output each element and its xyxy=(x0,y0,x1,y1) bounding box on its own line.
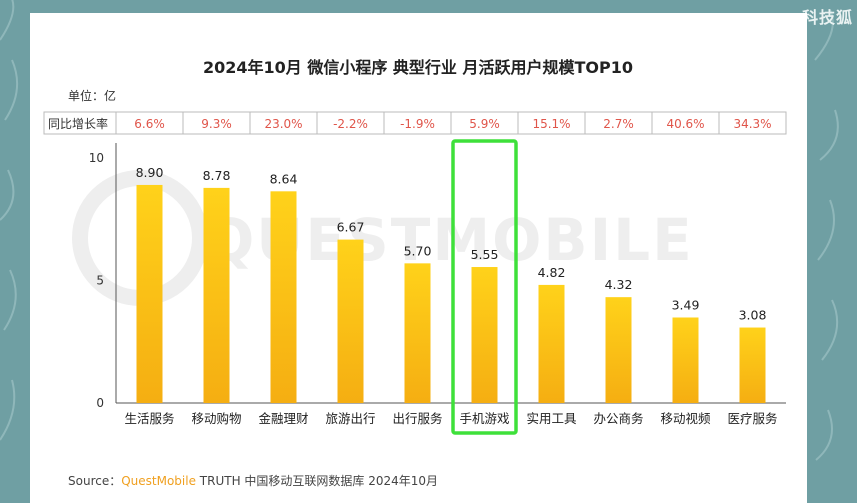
bar xyxy=(203,187,230,403)
data-labels: 8.90 8.78 8.64 6.67 5.70 5.55 4.82 4.32 3.49 3.08 xyxy=(136,165,767,323)
data-label: 6.67 xyxy=(337,220,365,235)
x-tick-label: 移动购物 xyxy=(191,411,241,426)
data-label: 8.90 xyxy=(136,165,164,180)
x-tick-label: 旅游出行 xyxy=(325,411,375,426)
growth-value: 23.0% xyxy=(264,117,302,131)
y-tick-label: 10 xyxy=(89,151,104,165)
bar xyxy=(471,267,498,403)
bar xyxy=(404,263,431,403)
data-label: 3.49 xyxy=(672,297,700,312)
source-rest: TRUTH 中国移动互联网数据库 2024年10月 xyxy=(196,473,438,488)
chart-title: 2024年10月 微信小程序 典型行业 月活跃用户规模TOP10 xyxy=(203,58,633,77)
growth-value: 5.9% xyxy=(469,117,500,131)
bar xyxy=(270,191,297,403)
data-label: 8.78 xyxy=(203,168,231,183)
bar xyxy=(672,317,699,403)
bar xyxy=(538,284,565,403)
growth-value: 2.7% xyxy=(603,117,634,131)
y-tick-label: 0 xyxy=(96,396,104,410)
x-tick-label: 金融理财 xyxy=(258,411,308,426)
source-prefix: Source： xyxy=(68,474,121,488)
watermark: QUESTMOBILE xyxy=(72,170,692,306)
source-line: Source：QuestMobile TRUTH 中国移动互联网数据库 2024… xyxy=(68,473,438,488)
unit-label: 单位：亿 xyxy=(68,88,116,103)
x-tick-labels: 生活服务 移动购物 金融理财 旅游出行 出行服务 手机游戏 实用工具 办公商务 移动视频 医疗服务 xyxy=(124,411,777,426)
y-ticks: 0 5 10 xyxy=(89,151,104,410)
data-label: 4.32 xyxy=(605,277,633,292)
source-brand: QuestMobile xyxy=(121,474,196,488)
bar xyxy=(337,239,364,403)
data-label: 4.82 xyxy=(538,265,566,280)
data-label: 3.08 xyxy=(739,308,767,323)
highlight-box xyxy=(451,139,518,435)
x-tick-label: 实用工具 xyxy=(526,411,577,426)
x-tick-label: 生活服务 xyxy=(124,411,174,426)
bar xyxy=(136,184,163,403)
x-tick-label: 移动视频 xyxy=(660,411,711,426)
growth-value: -2.2% xyxy=(333,117,368,131)
x-tick-label: 出行服务 xyxy=(392,411,442,426)
y-tick-label: 5 xyxy=(96,274,104,288)
brand-watermark: 科技狐 xyxy=(801,8,853,27)
growth-value: 15.1% xyxy=(532,117,570,131)
data-label: 5.55 xyxy=(471,247,499,262)
growth-value: 34.3% xyxy=(733,117,771,131)
chart-card: QUESTMOBILE 2024年10月 微信小程序 典型行业 月活跃用户规模T… xyxy=(30,13,807,503)
growth-value: -1.9% xyxy=(400,117,435,131)
data-label: 8.64 xyxy=(270,171,298,186)
growth-value: 40.6% xyxy=(666,117,704,131)
x-tick-label: 手机游戏 xyxy=(459,411,509,426)
growth-row: 同比增长率 xyxy=(43,111,787,135)
x-tick-label: 医疗服务 xyxy=(727,411,777,426)
growth-values: 6.6% 9.3% 23.0% -2.2% -1.9% 5.9% 15.1% 2.7% 40.6… xyxy=(134,117,771,131)
bars xyxy=(136,184,766,403)
growth-value: 6.6% xyxy=(134,117,165,131)
growth-header: 同比增长率 xyxy=(48,116,108,131)
x-tick-label: 办公商务 xyxy=(593,411,643,426)
growth-value: 9.3% xyxy=(201,117,232,131)
data-label: 5.70 xyxy=(404,243,432,258)
bar xyxy=(605,297,632,403)
chart: QUESTMOBILE 2024年10月 微信小程序 典型行业 月活跃用户规模T… xyxy=(43,58,787,488)
bar xyxy=(739,327,766,403)
